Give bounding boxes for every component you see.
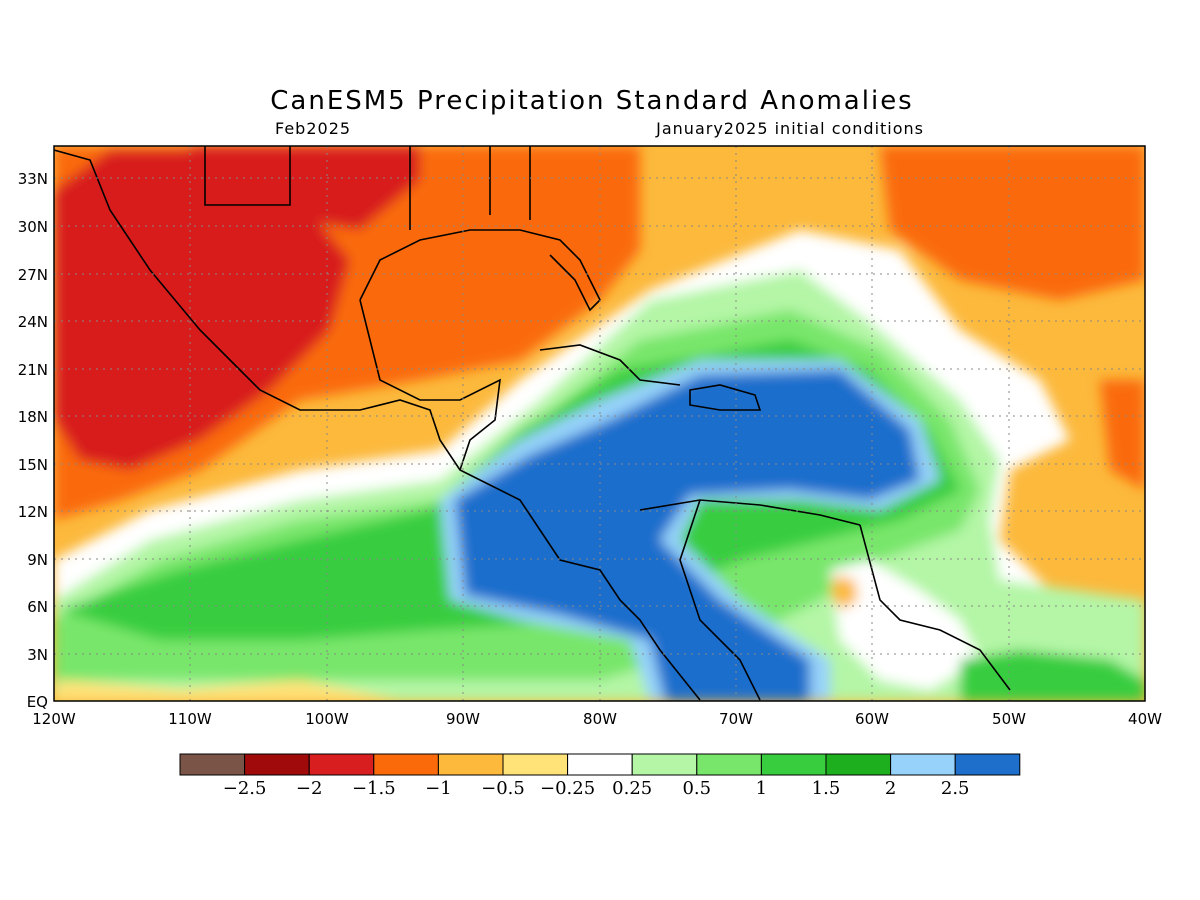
us-border-1 [204,146,291,206]
lon-tick: 60W [855,710,889,728]
lon-tick: 40W [1128,710,1162,728]
valid-month-label: Feb2025 [275,119,352,138]
lat-tick: EQ [27,693,48,711]
colorbar-swatch [502,753,569,776]
lon-tick: 120W [32,710,76,728]
dry-patch-south [54,680,400,701]
lon-tick: 70W [719,710,753,728]
colorbar-label: −1 [425,778,452,799]
lat-tick: 24N [18,313,48,331]
gridlines [54,146,1145,701]
lon-axis: 120W 110W 100W 90W 80W 70W 60W 50W 40W [32,710,1162,728]
us-border-2 [409,146,531,230]
lat-tick: 6N [27,598,48,616]
lat-tick: 15N [18,456,48,474]
lat-tick: 33N [18,170,48,188]
anomaly-field [54,146,1145,701]
colorbar-label: 0.5 [682,778,711,799]
colorbar-swatch [825,753,892,776]
map-frame [53,145,1146,702]
colorbar [179,753,1021,776]
lon-tick: 110W [168,710,212,728]
colorbar-swatch [373,753,439,776]
colorbar-swatch [567,753,633,776]
lat-tick: 12N [18,503,48,521]
lon-tick: 90W [446,710,480,728]
neutral-patch [830,560,980,690]
lat-tick: 3N [27,646,48,664]
colorbar-swatch [308,753,375,776]
hispaniola [689,384,762,411]
colorbar-swatch [437,753,504,776]
colorbar-label: 1.5 [812,778,841,799]
guianas-coast [859,524,1011,691]
dry-region-2 [54,150,350,470]
colorbar-label: −1.5 [352,778,396,799]
south-america-north-coast [639,499,861,526]
colombia-border [679,499,761,701]
colorbar-label: −0.25 [540,778,595,799]
wet-core [455,370,920,701]
lat-tick: 9N [27,551,48,569]
dry-region-3 [190,146,420,230]
colorbar-swatch [954,753,1021,776]
dry-patch [830,575,858,610]
colorbar-label: −2 [296,778,323,799]
pacific-coast [54,149,701,701]
lat-axis: 33N 30N 27N 24N 21N 18N 15N 12N 9N 6N 3N… [18,170,48,711]
colorbar-swatch [890,753,956,776]
gulf-coast [359,229,601,312]
lat-tick: 27N [18,266,48,284]
colorbar-swatch [760,753,827,776]
lon-tick: 80W [583,710,617,728]
yucatan-coast [359,299,501,471]
colorbar-label: 2.5 [941,778,970,799]
dry-region-4 [880,146,1145,300]
coastlines [54,146,1011,701]
lat-tick: 21N [18,361,48,379]
colorbar-label: −2.5 [223,778,267,799]
lon-tick: 50W [992,710,1026,728]
cuba [539,344,681,386]
colorbar-swatch [244,753,310,776]
colorbar-label: −0.5 [481,778,525,799]
colorbar-label: 0.25 [612,778,652,799]
colorbar-swatch [179,753,246,776]
colorbar-swatch [631,753,698,776]
chart-title: CanESM5 Precipitation Standard Anomalies [270,86,914,116]
lat-tick: 18N [18,408,48,426]
colorbar-labels: −2.5 −2 −1.5 −1 −0.5 −0.25 0.25 0.5 1 1.5 2 2.5 [223,778,970,799]
colorbar-label: 1 [756,778,767,799]
lat-tick: 30N [18,218,48,236]
initial-conditions-label: January2025 initial conditions [656,119,924,138]
wet-patch-east [960,650,1145,701]
colorbar-label: 2 [885,778,896,799]
colorbar-swatch [696,753,762,776]
dry-region-5 [1100,380,1145,490]
lon-tick: 100W [305,710,349,728]
